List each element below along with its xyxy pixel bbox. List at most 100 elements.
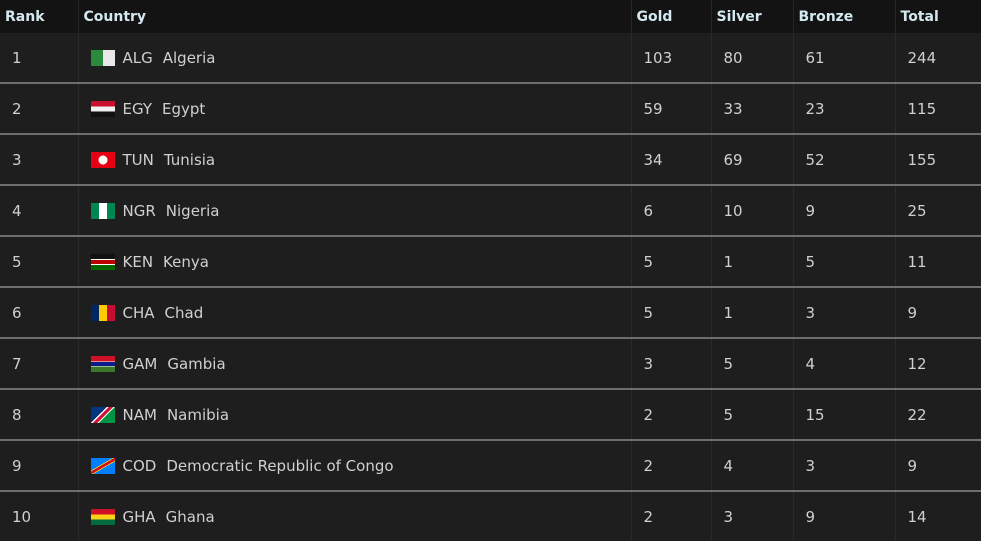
table-row: 6 CHA Chad 5 1 3 9 [0,286,981,338]
total-cell: 12 [894,337,981,389]
flag-icon [90,151,115,168]
table-row: 4 NGR Nigeria 6 10 9 25 [0,184,981,236]
silver-cell: 4 [710,439,793,491]
flag-icon [90,457,115,474]
rank-cell: 4 [0,184,78,236]
country-cell: TUN Tunisia [77,133,631,185]
header-gold[interactable]: Gold [630,0,711,33]
gold-cell: 3 [630,337,711,389]
country-cell: NGR Nigeria [77,184,631,236]
country-cell: EGY Egypt [77,82,631,134]
gold-cell: 2 [630,439,711,491]
country-cell: KEN Kenya [77,235,631,287]
silver-cell: 5 [710,388,793,440]
total-cell: 11 [894,235,981,287]
country-code: COD [122,456,157,475]
country-code: GHA [122,507,156,526]
country-name: Namibia [166,405,230,424]
flag-icon [90,253,115,270]
flag-icon [90,49,115,66]
silver-cell: 80 [710,33,793,83]
silver-cell: 10 [710,184,793,236]
rank-cell: 3 [0,133,78,185]
country-cell: COD Democratic Republic of Congo [77,439,631,491]
header-row: Rank Country Gold Silver Bronze Total [0,0,981,33]
gold-cell: 2 [630,490,711,541]
flag-icon [90,406,115,423]
gold-cell: 103 [630,33,711,83]
flag-icon [90,100,115,117]
country-cell: NAM Namibia [77,388,631,440]
table-row: 8 NAM Namibia 2 5 15 22 [0,388,981,440]
silver-cell: 33 [710,82,793,134]
gold-cell: 59 [630,82,711,134]
country-cell: GAM Gambia [77,337,631,389]
country-code: NGR [122,201,156,220]
country-name: Nigeria [165,201,220,220]
silver-cell: 1 [710,235,793,287]
flag-icon [90,508,115,525]
bronze-cell: 15 [792,388,895,440]
bronze-cell: 9 [792,490,895,541]
bronze-cell: 5 [792,235,895,287]
rank-cell: 10 [0,490,78,541]
bronze-cell: 4 [792,337,895,389]
total-cell: 14 [894,490,981,541]
bronze-cell: 3 [792,439,895,491]
bronze-cell: 9 [792,184,895,236]
table-row: 1 ALG Algeria 103 80 61 244 [0,33,981,83]
silver-cell: 1 [710,286,793,338]
silver-cell: 5 [710,337,793,389]
bronze-cell: 23 [792,82,895,134]
silver-cell: 69 [710,133,793,185]
header-rank[interactable]: Rank [0,0,78,33]
country-name: Gambia [167,354,226,373]
bronze-cell: 52 [792,133,895,185]
rank-cell: 1 [0,33,78,83]
country-code: EGY [122,99,153,118]
total-cell: 155 [894,133,981,185]
rank-cell: 6 [0,286,78,338]
header-country[interactable]: Country [77,0,631,33]
flag-icon [90,202,115,219]
bronze-cell: 3 [792,286,895,338]
country-name: Kenya [163,252,209,271]
country-code: TUN [122,150,154,169]
country-cell: ALG Algeria [77,33,631,83]
table-row: 5 KEN Kenya 5 1 5 11 [0,235,981,287]
country-name: Ghana [165,507,215,526]
table-row: 2 EGY Egypt 59 33 23 115 [0,82,981,134]
header-total[interactable]: Total [894,0,981,33]
gold-cell: 5 [630,286,711,338]
total-cell: 244 [894,33,981,83]
flag-icon [90,304,115,321]
bronze-cell: 61 [792,33,895,83]
rank-cell: 5 [0,235,78,287]
rank-cell: 2 [0,82,78,134]
country-code: GAM [122,354,158,373]
country-name: Chad [164,303,204,322]
rank-cell: 9 [0,439,78,491]
table-row: 7 GAM Gambia 3 5 4 12 [0,337,981,389]
gold-cell: 6 [630,184,711,236]
total-cell: 115 [894,82,981,134]
country-code: ALG [122,48,153,67]
rank-cell: 7 [0,337,78,389]
total-cell: 22 [894,388,981,440]
country-name: Tunisia [163,150,216,169]
total-cell: 25 [894,184,981,236]
header-bronze[interactable]: Bronze [792,0,895,33]
table-row: 3 TUN Tunisia 34 69 52 155 [0,133,981,185]
rank-cell: 8 [0,388,78,440]
country-code: CHA [122,303,155,322]
silver-cell: 3 [710,490,793,541]
header-silver[interactable]: Silver [710,0,793,33]
flag-icon [90,355,115,372]
country-code: NAM [122,405,157,424]
country-cell: GHA Ghana [77,490,631,541]
table-row: 9 COD Democratic Republic of Congo 2 4 3… [0,439,981,491]
gold-cell: 34 [630,133,711,185]
total-cell: 9 [894,286,981,338]
country-name: Democratic Republic of Congo [166,456,394,475]
